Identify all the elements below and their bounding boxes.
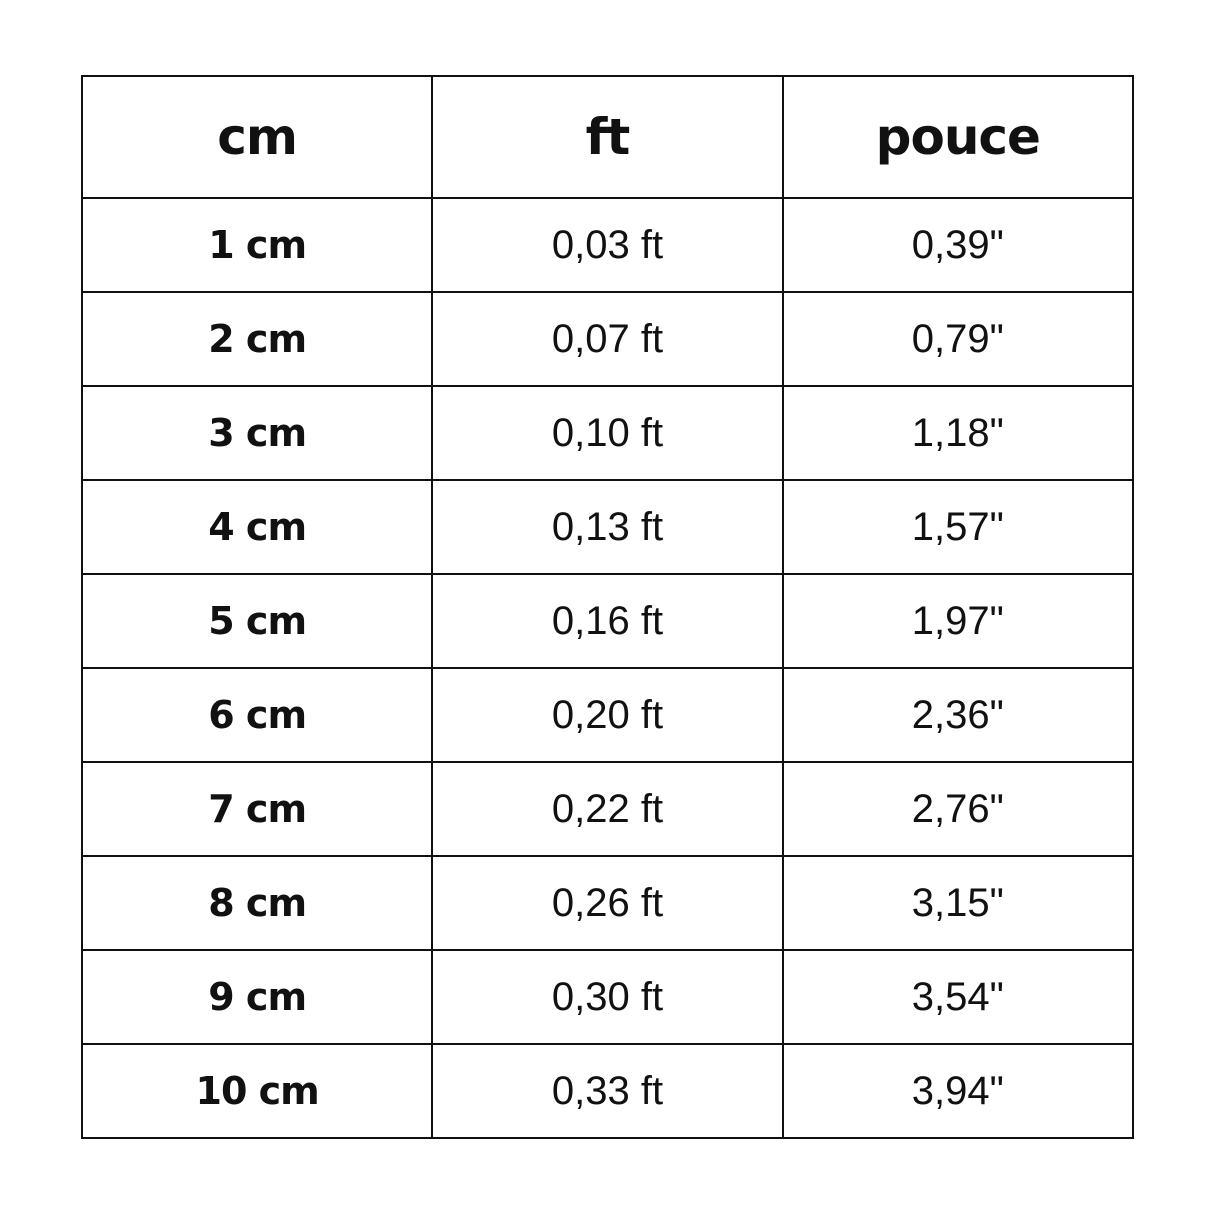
cell-ft: 0,30 ft	[431, 949, 784, 1045]
cell-cm: 1 cm	[80, 197, 434, 293]
cell-pouce: 0,39"	[781, 197, 1135, 293]
cell-pouce: 3,94"	[781, 1043, 1135, 1139]
cell-ft: 0,10 ft	[431, 385, 784, 481]
header-cm: cm	[80, 75, 434, 199]
header-row: cm ft pouce	[80, 75, 1135, 199]
conversion-table: cm ft pouce 1 cm 0,03 ft 0,39" 2 cm 0,07 ft 0…	[80, 75, 1135, 1139]
cell-ft: 0,20 ft	[431, 667, 784, 763]
cell-ft: 0,16 ft	[431, 573, 784, 669]
cell-cm: 8 cm	[80, 855, 434, 951]
cell-cm: 10 cm	[80, 1043, 434, 1139]
cell-ft: 0,03 ft	[431, 197, 784, 293]
cell-pouce: 3,54"	[781, 949, 1135, 1045]
cell-cm: 2 cm	[80, 291, 434, 387]
cell-pouce: 1,18"	[781, 385, 1135, 481]
cell-pouce: 2,76"	[781, 761, 1135, 857]
table-row: 10 cm 0,33 ft 3,94"	[80, 1043, 1135, 1139]
cell-cm: 6 cm	[80, 667, 434, 763]
table-row: 1 cm 0,03 ft 0,39"	[80, 197, 1135, 293]
cell-cm: 7 cm	[80, 761, 434, 857]
cell-ft: 0,07 ft	[431, 291, 784, 387]
cell-cm: 3 cm	[80, 385, 434, 481]
table-row: 7 cm 0,22 ft 2,76"	[80, 761, 1135, 857]
cell-ft: 0,26 ft	[431, 855, 784, 951]
cell-pouce: 1,57"	[781, 479, 1135, 575]
cell-cm: 4 cm	[80, 479, 434, 575]
header-ft: ft	[431, 75, 784, 199]
cell-pouce: 1,97"	[781, 573, 1135, 669]
cell-ft: 0,13 ft	[431, 479, 784, 575]
cell-pouce: 3,15"	[781, 855, 1135, 951]
cell-cm: 5 cm	[80, 573, 434, 669]
header-pouce: pouce	[781, 75, 1135, 199]
cell-ft: 0,33 ft	[431, 1043, 784, 1139]
table-row: 8 cm 0,26 ft 3,15"	[80, 855, 1135, 951]
table-row: 2 cm 0,07 ft 0,79"	[80, 291, 1135, 387]
table-row: 4 cm 0,13 ft 1,57"	[80, 479, 1135, 575]
table-row: 3 cm 0,10 ft 1,18"	[80, 385, 1135, 481]
cell-pouce: 0,79"	[781, 291, 1135, 387]
cell-pouce: 2,36"	[781, 667, 1135, 763]
table-row: 9 cm 0,30 ft 3,54"	[80, 949, 1135, 1045]
cell-cm: 9 cm	[80, 949, 434, 1045]
table-row: 6 cm 0,20 ft 2,36"	[80, 667, 1135, 763]
cell-ft: 0,22 ft	[431, 761, 784, 857]
table-row: 5 cm 0,16 ft 1,97"	[80, 573, 1135, 669]
